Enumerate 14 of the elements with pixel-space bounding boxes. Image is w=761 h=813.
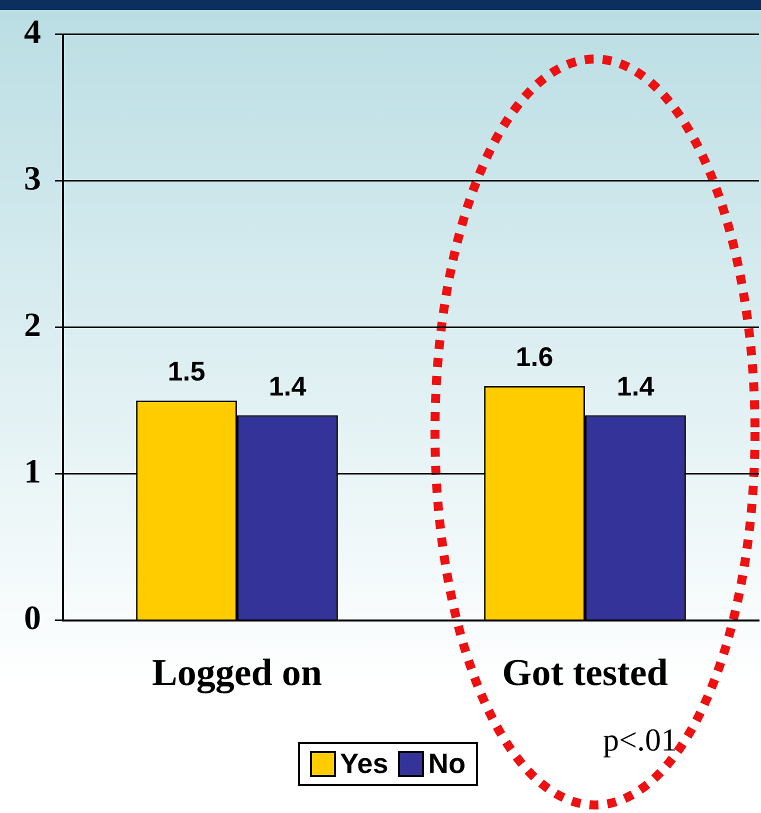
y-tick-label: 0 [24, 600, 41, 638]
legend-label: No [428, 748, 466, 780]
y-tick-label: 3 [24, 160, 41, 198]
data-label: 1.4 [616, 371, 654, 402]
y-tick-label: 4 [24, 14, 41, 52]
legend-label: Yes [340, 748, 388, 780]
text: p<.01 [602, 721, 678, 758]
data-label: 1.4 [268, 371, 306, 402]
x-tick-label: Logged on [152, 652, 322, 694]
x-tick-label: Got tested [502, 652, 668, 694]
data-label: 1.5 [168, 356, 206, 387]
y-tick-label: 1 [24, 454, 41, 491]
data-label: 1.6 [516, 342, 554, 372]
y-tick-label: 2 [24, 307, 41, 344]
